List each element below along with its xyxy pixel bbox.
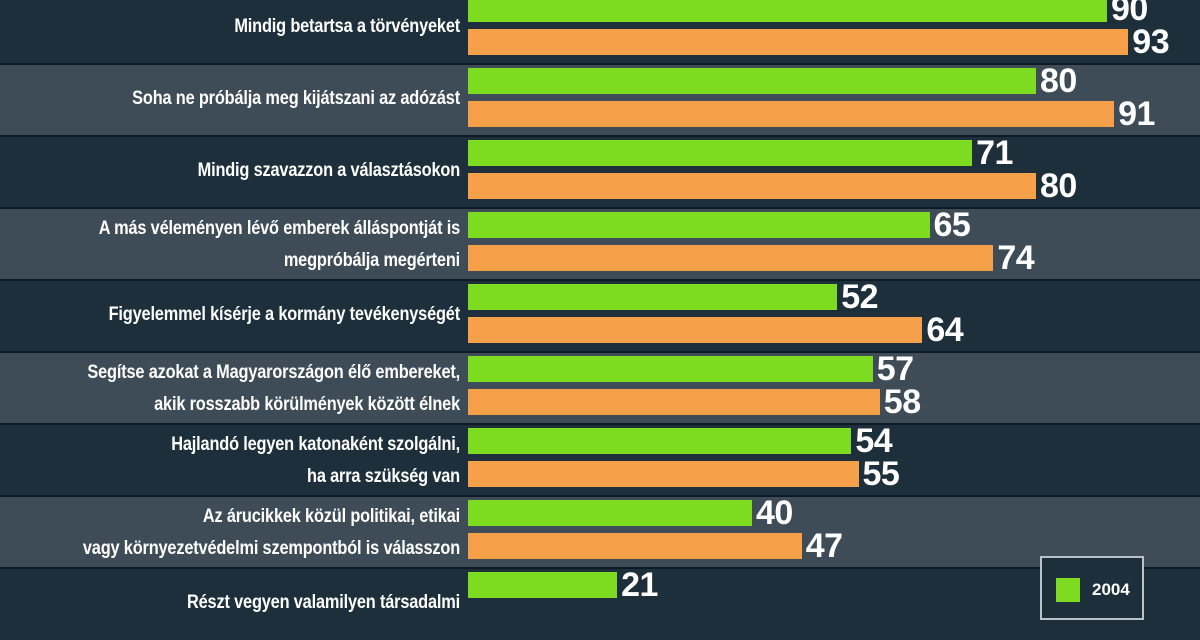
category-label: Mindig betartsa a törvényeket [234, 16, 460, 37]
row-separator [0, 423, 1200, 425]
bar [468, 245, 994, 271]
row-separator [0, 63, 1200, 65]
data-label: 54 [855, 422, 893, 460]
data-label: 55 [862, 455, 900, 493]
category-label: Figyelemmel kísérje a kormány tevékenysé… [108, 304, 461, 325]
row-separator [0, 351, 1200, 353]
row-separator [0, 495, 1200, 497]
data-label: 21 [621, 566, 658, 604]
category-label: Segítse azokat a Magyarországon élő embe… [87, 362, 461, 383]
data-label: 65 [933, 206, 971, 244]
legend-label-2004: 2004 [1092, 580, 1130, 599]
category-label: Hajlandó legyen katonaként szolgálni, [171, 434, 460, 455]
category-label: ha arra szükség van [307, 466, 460, 487]
data-label: 74 [997, 239, 1035, 277]
legend: 2004 [1040, 556, 1144, 620]
bar [468, 284, 838, 310]
bar [468, 173, 1036, 199]
category-label: Mindig szavazzon a választásokon [197, 160, 461, 181]
bar-chart: Mindig betartsa a törvényeket 90 93 Soha ne… [0, 0, 1200, 613]
bar [468, 317, 923, 343]
bar [468, 389, 880, 415]
category-label: A más véleményen lévő emberek álláspontj… [98, 218, 460, 239]
data-label: 80 [1040, 167, 1077, 205]
category-label: Soha ne próbálja meg kijátszani az adózá… [132, 88, 460, 109]
row-separator [0, 279, 1200, 281]
category-label: Részt vegyen valamilyen társadalmi [187, 592, 460, 613]
bar [468, 140, 973, 166]
data-label: 71 [976, 134, 1013, 172]
bar [468, 461, 859, 487]
row-separator [0, 207, 1200, 209]
data-label: 91 [1118, 95, 1155, 133]
bar [468, 68, 1036, 94]
bar [468, 572, 618, 598]
data-label: 47 [805, 527, 843, 565]
data-label: 93 [1132, 23, 1170, 61]
category-label: akik rosszabb körülmények között élnek [154, 394, 460, 415]
bar [468, 0, 1107, 22]
bar [468, 428, 852, 454]
data-label: 40 [756, 494, 793, 532]
bar [468, 212, 930, 238]
data-label: 58 [883, 383, 921, 421]
bar [468, 29, 1129, 55]
category-label: megpróbálja megérteni [283, 250, 460, 271]
data-label: 90 [1111, 0, 1148, 28]
data-label: 64 [926, 311, 964, 349]
bar [468, 500, 752, 526]
bar [468, 533, 802, 559]
data-label: 80 [1040, 62, 1077, 100]
bar [468, 101, 1115, 127]
category-label: vagy környezetvédelmi szempontból is vál… [82, 538, 461, 559]
bar [468, 356, 873, 382]
category-label: Az árucikkek közül politikai, etikai [202, 506, 460, 527]
data-label: 52 [841, 278, 879, 316]
data-label: 57 [876, 350, 914, 388]
legend-swatch-2004 [1056, 578, 1080, 602]
row-separator [0, 135, 1200, 137]
row-separator [0, 567, 1200, 569]
